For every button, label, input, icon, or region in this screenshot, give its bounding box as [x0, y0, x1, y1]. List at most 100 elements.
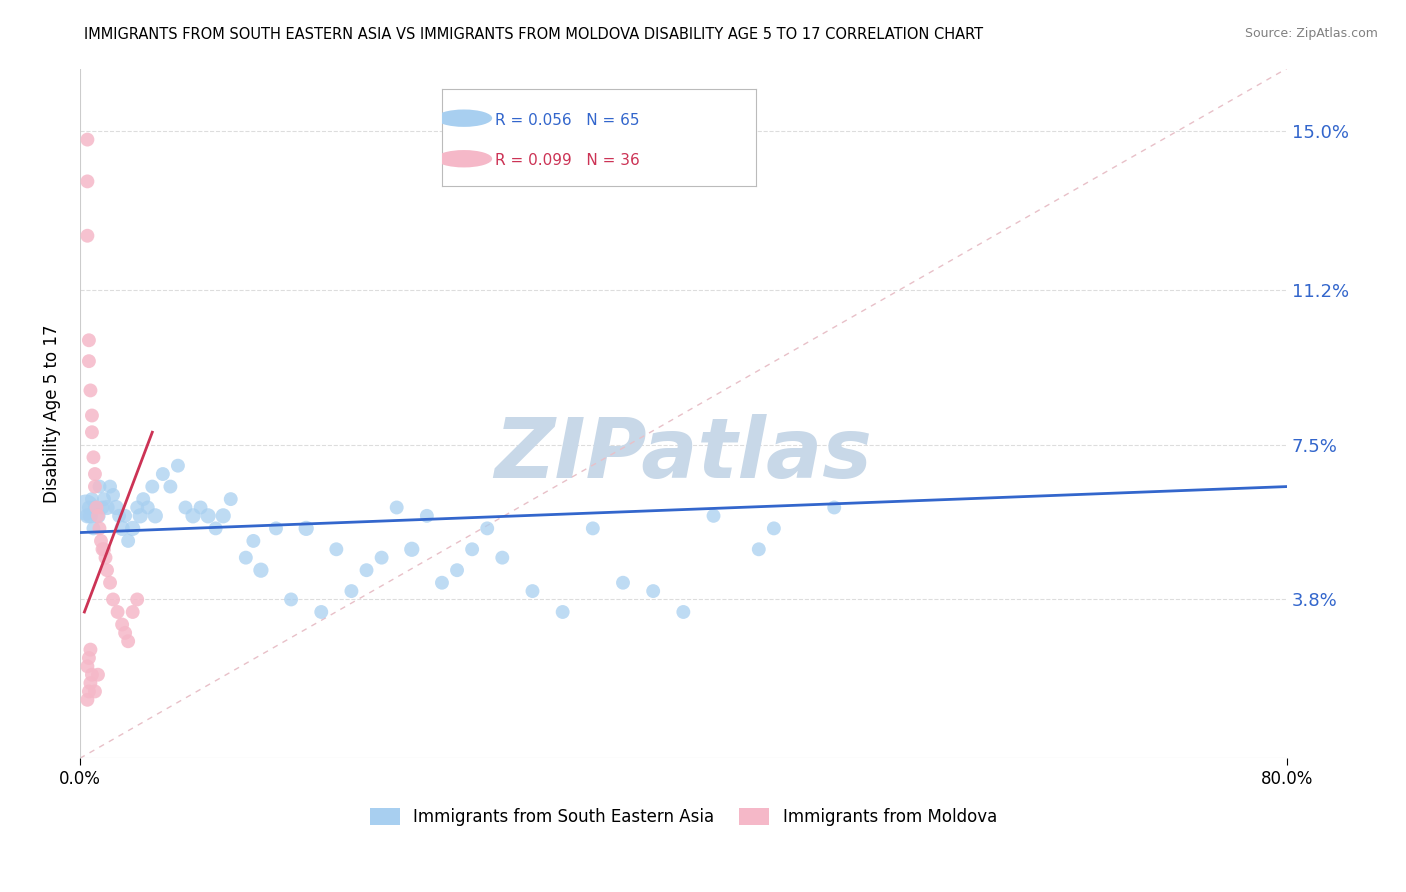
Point — [89, 479, 111, 493]
Point — [76, 174, 98, 188]
Point — [167, 458, 190, 473]
Point — [77, 354, 100, 368]
Point — [111, 521, 134, 535]
Point — [101, 488, 124, 502]
Point — [522, 584, 544, 599]
Point — [477, 521, 499, 535]
Point — [748, 542, 770, 557]
Text: IMMIGRANTS FROM SOUTH EASTERN ASIA VS IMMIGRANTS FROM MOLDOVA DISABILITY AGE 5 T: IMMIGRANTS FROM SOUTH EASTERN ASIA VS IM… — [84, 27, 983, 42]
Point — [96, 500, 118, 515]
Point — [430, 575, 453, 590]
Point — [446, 563, 468, 577]
Point — [141, 479, 163, 493]
Point — [127, 500, 149, 515]
Point — [79, 642, 101, 657]
Point — [77, 651, 100, 665]
Point — [551, 605, 574, 619]
Legend: Immigrants from South Eastern Asia, Immigrants from Moldova: Immigrants from South Eastern Asia, Immi… — [363, 801, 1004, 833]
Point — [98, 479, 121, 493]
Point — [385, 500, 408, 515]
Point — [219, 492, 242, 507]
Point — [77, 500, 100, 515]
Point — [76, 508, 98, 523]
Point — [76, 228, 98, 243]
Point — [401, 542, 423, 557]
Point — [94, 550, 117, 565]
Point — [143, 508, 166, 523]
Point — [702, 508, 724, 523]
Point — [129, 508, 152, 523]
Point — [235, 550, 257, 565]
Point — [89, 521, 111, 535]
Point — [121, 521, 143, 535]
Point — [111, 617, 134, 632]
Point — [643, 584, 665, 599]
Point — [84, 479, 107, 493]
Point — [152, 467, 174, 481]
Point — [76, 693, 98, 707]
Point — [79, 384, 101, 398]
Point — [80, 492, 103, 507]
Point — [82, 521, 104, 535]
Point — [416, 508, 439, 523]
Point — [114, 508, 136, 523]
Point — [461, 542, 484, 557]
Point — [280, 592, 302, 607]
Point — [105, 500, 128, 515]
Point — [80, 409, 103, 423]
Point — [264, 521, 287, 535]
Point — [174, 500, 197, 515]
Point — [181, 508, 204, 523]
Text: Source: ZipAtlas.com: Source: ZipAtlas.com — [1244, 27, 1378, 40]
Point — [90, 533, 112, 548]
Text: ZIPatlas: ZIPatlas — [495, 414, 872, 495]
Point — [242, 533, 264, 548]
Point — [250, 563, 273, 577]
Y-axis label: Disability Age 5 to 17: Disability Age 5 to 17 — [44, 324, 60, 503]
Point — [87, 508, 110, 523]
Point — [77, 333, 100, 347]
Point — [197, 508, 219, 523]
Point — [79, 676, 101, 690]
Point — [93, 492, 115, 507]
Point — [76, 659, 98, 673]
Point — [136, 500, 159, 515]
Point — [132, 492, 155, 507]
Point — [77, 684, 100, 698]
Point — [80, 667, 103, 681]
Point — [121, 605, 143, 619]
Point — [762, 521, 785, 535]
Point — [356, 563, 378, 577]
Point — [295, 521, 318, 535]
Point — [80, 425, 103, 440]
Point — [79, 508, 101, 523]
Point — [325, 542, 347, 557]
Point — [114, 626, 136, 640]
Point — [672, 605, 695, 619]
Point — [127, 592, 149, 607]
Point — [340, 584, 363, 599]
Point — [117, 634, 139, 648]
Point — [84, 684, 107, 698]
Point — [87, 508, 110, 523]
Point — [96, 563, 118, 577]
Point — [204, 521, 226, 535]
Point — [582, 521, 605, 535]
Point — [82, 450, 104, 465]
Point — [84, 500, 107, 515]
Point — [370, 550, 392, 565]
Point — [612, 575, 634, 590]
Point — [84, 467, 107, 481]
Point — [159, 479, 181, 493]
Point — [91, 542, 114, 557]
Point — [93, 542, 115, 557]
Point — [107, 605, 129, 619]
Point — [190, 500, 212, 515]
Point — [101, 592, 124, 607]
Point — [87, 667, 110, 681]
Point — [309, 605, 332, 619]
Point — [91, 500, 114, 515]
Point — [76, 132, 98, 146]
Point — [491, 550, 513, 565]
Point — [98, 575, 121, 590]
